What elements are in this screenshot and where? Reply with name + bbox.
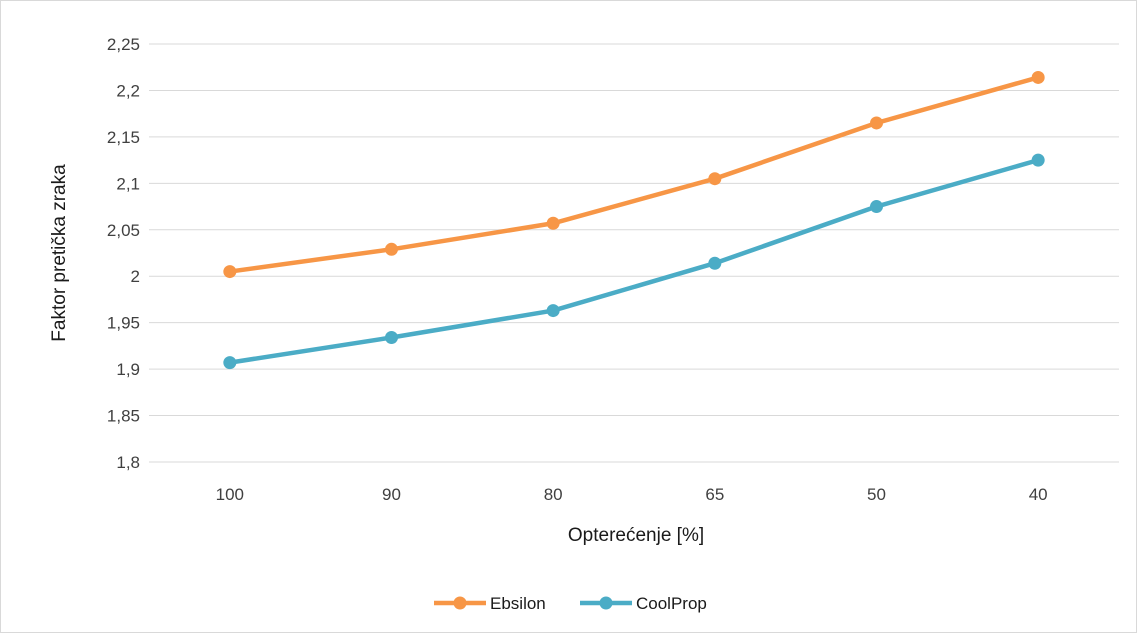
data-point-ebsilon [708,172,722,186]
data-point-coolprop [223,356,237,370]
y-tick-label: 2,2 [116,81,140,100]
legend-marker-coolprop [599,596,613,610]
y-tick-label: 2,1 [116,174,140,193]
y-tick-label: 2,25 [107,35,140,54]
data-point-coolprop [1031,153,1045,167]
legend-label-ebsilon: Ebsilon [490,594,546,613]
series-lines [223,70,1045,370]
series-line-coolprop [227,157,1041,365]
y-tick-label: 2 [131,267,140,286]
data-point-ebsilon [1031,70,1045,84]
y-tick-labels: 1,8 1,85 1,9 1,95 2 2,05 2,1 2,15 2,2 2,25 [107,35,140,472]
y-tick-label: 1,85 [107,407,140,426]
data-point-coolprop [385,331,398,345]
y-tick-label: 2,05 [107,221,140,240]
data-point-ebsilon [546,216,560,230]
y-tick-label: 1,95 [107,314,140,333]
data-point-ebsilon [223,265,237,279]
x-tick-label: 40 [1029,485,1048,504]
legend-marker-ebsilon [453,596,467,610]
y-axis-title: Faktor pretička zraka [49,164,70,342]
x-tick-label: 50 [867,485,886,504]
x-tick-label: 65 [705,485,724,504]
y-tick-label: 1,9 [116,360,140,379]
x-axis-title: Opterećenje [%] [568,525,704,546]
x-tick-labels: 100 90 80 65 50 40 [216,485,1048,504]
legend: Ebsilon CoolProp [434,594,707,613]
legend-label-coolprop: CoolProp [636,594,707,613]
data-point-coolprop [708,256,722,270]
gridlines [149,43,1119,463]
y-tick-label: 1,8 [116,453,140,472]
data-point-ebsilon [385,242,398,256]
y-tick-label: 2,15 [107,128,140,147]
data-point-coolprop [870,200,883,214]
x-tick-label: 80 [544,485,563,504]
x-tick-label: 90 [382,485,401,504]
series-line-ebsilon [227,75,1041,274]
x-tick-label: 100 [216,485,244,504]
data-point-coolprop [546,304,560,318]
data-point-ebsilon [870,116,883,130]
